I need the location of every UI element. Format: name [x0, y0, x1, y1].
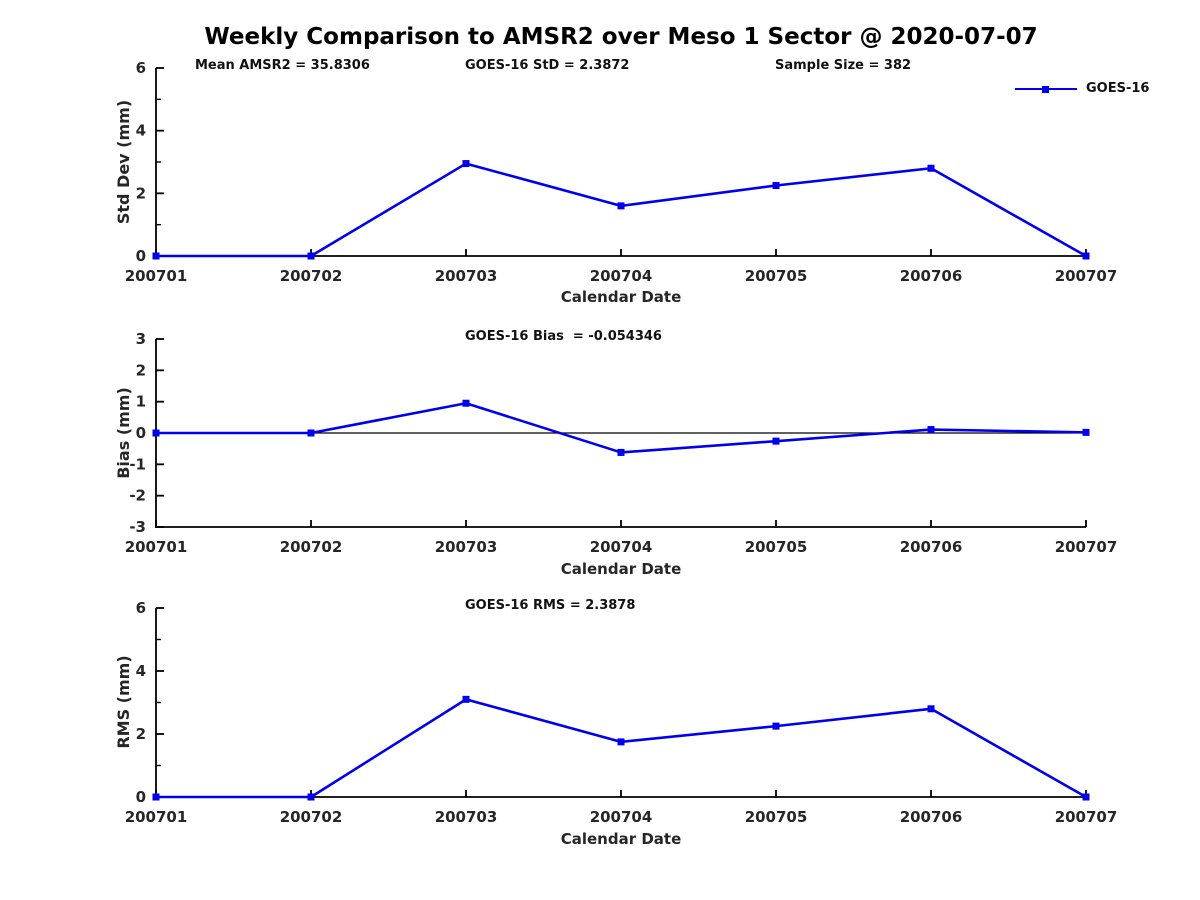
series-line-goes-16 — [154, 698, 1088, 799]
x-tick-label: 200704 — [590, 538, 653, 556]
y-tick-label: 0 — [136, 424, 146, 442]
data-point-marker — [772, 437, 780, 445]
annotation-goes16-rms: GOES-16 RMS = 2.3878 — [465, 598, 636, 613]
data-point-marker — [927, 164, 935, 172]
x-tick-label: 200706 — [900, 267, 963, 285]
y-tick-label: -3 — [129, 518, 146, 536]
stddev-x-axis-label: Calendar Date — [560, 288, 682, 306]
y-tick-label: 2 — [136, 725, 146, 743]
data-point-marker — [927, 705, 935, 713]
x-tick-label: 200703 — [435, 538, 498, 556]
y-tick-label: 1 — [136, 393, 146, 411]
data-point-marker — [617, 738, 625, 746]
legend-line-sample — [1015, 85, 1077, 93]
y-tick-label: -2 — [129, 487, 146, 505]
data-point-marker — [462, 695, 470, 703]
x-tick-label: 200701 — [125, 808, 188, 826]
y-tick-label: 4 — [136, 662, 146, 680]
data-point-marker — [772, 182, 780, 189]
y-tick-label: 0 — [136, 788, 146, 806]
rms-x-axis-label: Calendar Date — [560, 830, 682, 848]
annotation-goes16-bias: GOES-16 Bias = -0.054346 — [465, 329, 662, 344]
bias-x-axis-label: Calendar Date — [560, 560, 682, 578]
legend-marker-square — [1042, 85, 1049, 93]
x-tick-label: 200706 — [900, 538, 963, 556]
x-tick-label: 200705 — [745, 267, 808, 285]
data-point-marker — [1082, 793, 1090, 801]
x-tick-label: 200703 — [435, 267, 498, 285]
y-tick-label: 4 — [136, 122, 146, 140]
data-point-marker — [307, 252, 315, 260]
x-tick-label: 200702 — [280, 538, 343, 556]
x-tick-label: 200707 — [1055, 538, 1118, 556]
x-tick-label: 200704 — [590, 808, 653, 826]
annotation-goes16-std: GOES-16 StD = 2.3872 — [465, 58, 630, 73]
x-tick-label: 200702 — [280, 808, 343, 826]
data-point-marker — [1082, 428, 1090, 436]
legend: GOES-16 — [1015, 81, 1149, 97]
y-tick-label: 6 — [136, 599, 146, 617]
y-tick-label: -1 — [129, 455, 146, 473]
annotation-mean-amsr2: Mean AMSR2 = 35.8306 — [195, 58, 370, 73]
legend-label-goes16: GOES-16 — [1086, 81, 1150, 96]
data-point-marker — [152, 252, 160, 260]
data-point-marker — [617, 448, 625, 456]
data-point-marker — [772, 722, 780, 730]
data-point-marker — [152, 429, 160, 437]
x-tick-label: 200707 — [1055, 267, 1118, 285]
data-point-marker — [307, 429, 315, 437]
y-tick-label: 0 — [136, 247, 146, 265]
x-tick-label: 200703 — [435, 808, 498, 826]
data-point-marker — [617, 202, 625, 210]
y-tick-label: 3 — [136, 330, 146, 348]
x-tick-label: 200705 — [745, 808, 808, 826]
annotation-sample-size: Sample Size = 382 — [775, 58, 912, 73]
x-tick-label: 200705 — [745, 538, 808, 556]
data-point-marker — [307, 793, 315, 801]
x-tick-label: 200701 — [125, 267, 188, 285]
y-tick-label: 6 — [136, 59, 146, 77]
figure-title: Weekly Comparison to AMSR2 over Meso 1 S… — [204, 24, 1038, 50]
x-tick-label: 200706 — [900, 808, 963, 826]
x-tick-label: 200702 — [280, 267, 343, 285]
data-point-marker — [462, 399, 470, 407]
data-point-marker — [152, 793, 160, 801]
y-tick-label: 2 — [136, 361, 146, 379]
data-point-marker — [462, 160, 470, 168]
y-tick-label: 2 — [136, 184, 146, 202]
x-tick-label: 200701 — [125, 538, 188, 556]
x-tick-label: 200707 — [1055, 808, 1118, 826]
x-tick-label: 200704 — [590, 267, 653, 285]
data-point-marker — [1082, 252, 1090, 260]
data-point-marker — [927, 426, 935, 434]
